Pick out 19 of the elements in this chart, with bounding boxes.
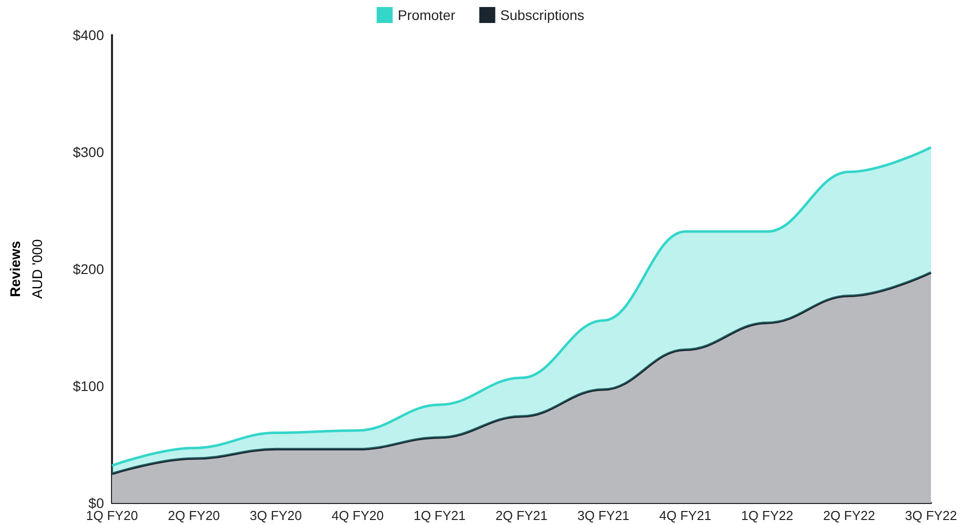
legend-label: Promoter bbox=[398, 7, 456, 23]
y-tick-label: $200 bbox=[72, 261, 104, 277]
x-tick-label: 3Q FY20 bbox=[250, 508, 302, 523]
x-tick-label: 3Q FY22 bbox=[904, 508, 958, 523]
y-tick-label: $300 bbox=[72, 144, 104, 160]
x-tick-label: 1Q FY20 bbox=[86, 508, 138, 523]
x-tick-label: 2Q FY20 bbox=[168, 508, 220, 523]
x-tick-label: 3Q FY21 bbox=[577, 508, 630, 523]
legend-label: Subscriptions bbox=[500, 7, 584, 23]
y-tick-label: $400 bbox=[72, 27, 104, 43]
x-tick-label: 2Q FY22 bbox=[823, 508, 876, 523]
x-tick-label: 4Q FY20 bbox=[332, 508, 384, 523]
x-tick-label: 1Q FY22 bbox=[741, 508, 794, 523]
x-tick-label: 4Q FY21 bbox=[659, 508, 712, 523]
x-tick-label: 1Q FY21 bbox=[414, 508, 466, 523]
y-tick-label: $0 bbox=[88, 495, 104, 511]
x-tick-label: 2Q FY21 bbox=[495, 508, 548, 523]
y-axis-title: Reviews AUD '000 bbox=[7, 239, 45, 299]
y-tick-label: $100 bbox=[72, 378, 104, 394]
